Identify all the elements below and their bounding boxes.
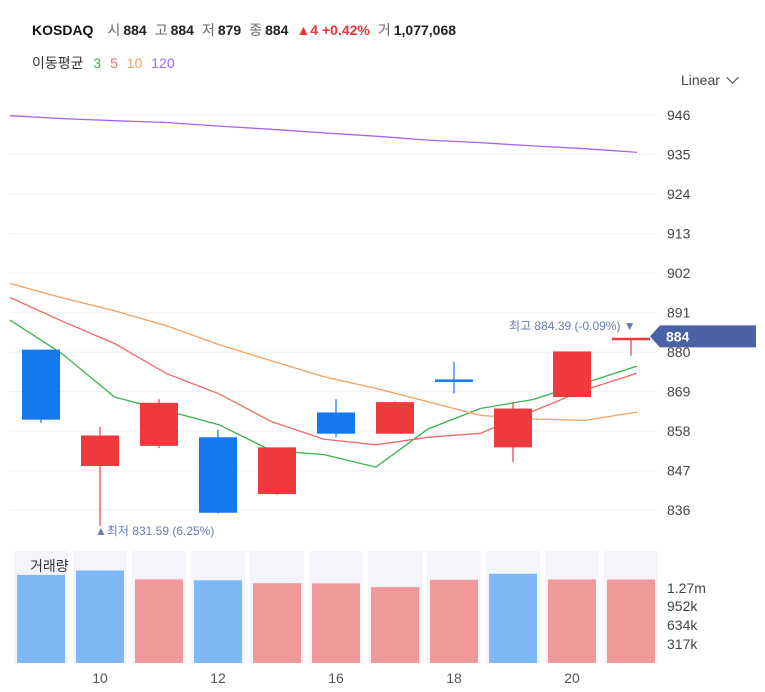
volume-bar [194,580,242,663]
y-tick-label: 902 [667,265,691,281]
volume-bar [489,573,537,663]
low-label: 저 [201,22,215,38]
low-annotation: ▲최저 831.59 (6.25%) [95,524,214,538]
y-tick-label: 836 [667,502,691,518]
volume-bar [430,579,478,663]
y-tick-label: 946 [667,107,691,123]
y-tick-label: 891 [667,305,691,321]
ma-legend-120: 120 [151,55,175,71]
x-tick-label: 18 [446,670,462,686]
volume-bar [17,574,65,663]
y-tick-label: 913 [667,226,691,242]
volume-bar [371,587,419,663]
scale-label: Linear [681,72,720,88]
x-tick-label: 10 [92,670,108,686]
candle-body [553,351,591,398]
volume-panel-title: 거래량 [30,558,69,574]
symbol-name: KOSDAQ [32,22,94,38]
current-price-label: 884 [666,328,690,344]
volume-tick-label: 634k [667,617,698,633]
y-tick-label: 924 [667,186,691,202]
high-value: 884 [170,22,194,38]
volume-bar [135,579,183,663]
candle-body [317,412,355,434]
volume-bar [253,583,301,663]
close-value: 884 [265,22,289,38]
ma-legend-5: 5 [110,55,118,71]
candle-body [376,402,414,434]
y-tick-label: 858 [667,423,691,439]
volume-bar [76,570,124,663]
volume-tick-label: 1.27m [667,580,706,596]
volume-bar [312,583,360,663]
close-label: 종 [249,22,263,38]
low-value: 879 [217,22,242,38]
high-annotation: 최고 884.39 (-0.09%) ▼ [509,319,636,333]
candle-body [140,402,178,446]
high-label: 고 [154,22,168,38]
ma-line-10 [9,282,638,422]
open-value: 884 [123,22,147,38]
scale-dropdown[interactable]: Linear [681,71,739,88]
volume-value: 1,077,068 [393,22,457,38]
y-tick-label: 880 [667,344,691,360]
volume-bar [607,579,655,663]
candle-body [612,337,650,341]
ma-line-120 [9,115,638,153]
candle-body [81,435,119,467]
volume-tick-label: 952k [667,598,698,614]
x-tick-label: 16 [328,670,344,686]
candle-body [258,447,296,495]
open-label: 시 [107,22,121,38]
candle-body [435,379,473,382]
candle-body [22,349,60,420]
ma-legend-title: 이동평균 [32,55,84,71]
y-tick-label: 935 [667,146,691,162]
moving-average-legend[interactable]: 이동평균 3 5 10 120 [32,53,180,73]
candle-body [199,437,237,513]
ma-legend-10: 10 [126,55,143,71]
change-value: ▲4 +0.42% [296,22,370,38]
y-tick-label: 869 [667,384,691,400]
volume-label: 거 [377,22,391,38]
ma-line-3 [9,319,638,468]
candle-body [494,408,532,448]
x-tick-label: 20 [564,670,580,686]
volume-bar [548,579,596,663]
volume-tick-label: 317k [667,636,698,652]
price-summary-bar: KOSDAQ 시 884 고 884 저 879 종 884 ▲4 +0.42%… [32,20,464,40]
x-tick-label: 12 [210,670,226,686]
current-price-tag [650,325,756,348]
ma-legend-3: 3 [93,55,102,71]
y-tick-label: 847 [667,463,691,479]
ma-line-5 [9,296,638,446]
